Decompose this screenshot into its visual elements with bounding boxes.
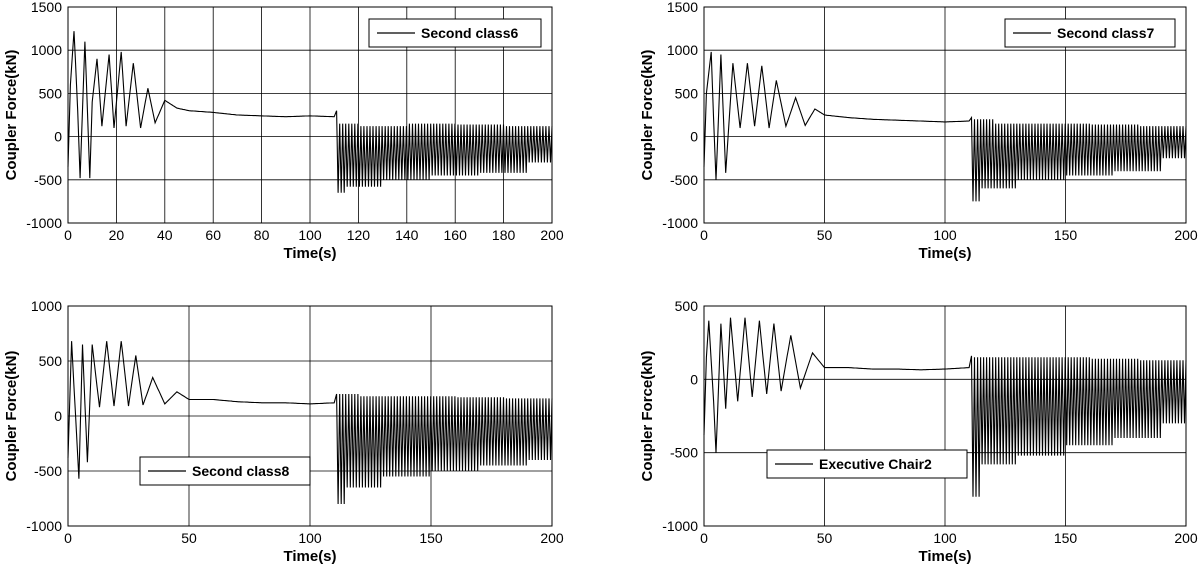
x-axis-label: Time(s) <box>283 548 336 565</box>
x-tick-label: 100 <box>933 530 957 546</box>
y-tick-label: 500 <box>39 85 63 101</box>
x-axis-label: Time(s) <box>283 245 336 262</box>
x-tick-label: 140 <box>395 227 419 243</box>
y-axis-label: Coupler Force(kN) <box>639 50 656 181</box>
x-tick-label: 0 <box>64 227 72 243</box>
x-tick-label: 50 <box>181 530 197 546</box>
x-axis-label: Time(s) <box>918 548 971 565</box>
series-line-1 <box>67 341 553 505</box>
x-tick-label: 0 <box>64 530 72 546</box>
x-tick-label: 100 <box>298 530 322 546</box>
x-axis-label: Time(s) <box>918 245 971 262</box>
y-tick-label: 500 <box>675 298 699 314</box>
chart-panel-4: 0 50 100 150 200 -1000 -500 0 500 Time(s) Coupler … <box>639 298 1198 565</box>
plot-frame <box>703 305 1187 527</box>
y-axis-label: Coupler Force(kN) <box>3 351 20 482</box>
y-tick-label: -500 <box>670 445 698 461</box>
x-tick-label: 40 <box>157 227 173 243</box>
plot-frame <box>67 6 553 224</box>
y-tick-label: 1000 <box>31 42 62 58</box>
x-tick-label: 200 <box>1174 227 1198 243</box>
y-tick-label: -1000 <box>662 215 698 231</box>
x-tick-label: 60 <box>205 227 221 243</box>
x-tick-label: 180 <box>492 227 516 243</box>
legend-entry: Executive Chair2 <box>819 456 932 472</box>
y-axis-label: Coupler Force(kN) <box>639 351 656 482</box>
y-tick-label: 500 <box>675 85 699 101</box>
y-tick-label: 1000 <box>31 298 62 314</box>
x-tick-label: 200 <box>1174 530 1198 546</box>
y-tick-label: -1000 <box>662 518 698 534</box>
x-tick-label: 150 <box>1054 227 1078 243</box>
chart-panel-3: 0 50 100 150 200 -1000 -500 0 500 1000 Time(s) Coup… <box>3 298 564 565</box>
x-tick-label: 160 <box>444 227 468 243</box>
y-tick-label: -500 <box>670 172 698 188</box>
x-tick-label: 50 <box>817 227 833 243</box>
y-tick-label: 500 <box>39 353 63 369</box>
series-line-1 <box>67 31 553 193</box>
x-tick-label: 120 <box>347 227 371 243</box>
x-tick-label: 0 <box>700 227 708 243</box>
series-line-1 <box>703 51 1187 202</box>
x-tick-label: 0 <box>700 530 708 546</box>
chart-panel-1: 0 20 40 60 80 100 120 140 160 180 200 -1000 -500 0 500… <box>3 0 564 262</box>
y-tick-label: -500 <box>34 463 62 479</box>
y-tick-label: -1000 <box>26 518 62 534</box>
plot-frame <box>67 305 553 527</box>
legend-entry: Second class6 <box>421 25 518 41</box>
y-tick-label: 0 <box>54 129 62 145</box>
legend-entry: Second class7 <box>1057 25 1154 41</box>
x-tick-label: 150 <box>1054 530 1078 546</box>
y-tick-label: -1000 <box>26 215 62 231</box>
y-tick-label: 1500 <box>667 0 698 15</box>
x-tick-label: 100 <box>933 227 957 243</box>
plot-frame <box>703 6 1187 224</box>
x-tick-label: 20 <box>109 227 125 243</box>
y-tick-label: 1000 <box>667 42 698 58</box>
series-line-1 <box>703 317 1187 497</box>
y-axis-label: Coupler Force(kN) <box>3 50 20 181</box>
y-tick-label: -500 <box>34 172 62 188</box>
x-tick-label: 100 <box>298 227 322 243</box>
x-tick-label: 50 <box>817 530 833 546</box>
chart-panel-2: 0 50 100 150 200 -1000 -500 0 500 1000 1500 Time(s)… <box>639 0 1198 262</box>
x-tick-label: 80 <box>254 227 270 243</box>
x-tick-label: 200 <box>540 530 564 546</box>
y-tick-label: 0 <box>690 371 698 387</box>
x-tick-label: 150 <box>419 530 443 546</box>
x-tick-label: 200 <box>540 227 564 243</box>
y-tick-label: 0 <box>54 408 62 424</box>
y-tick-label: 1500 <box>31 0 62 15</box>
y-tick-label: 0 <box>690 129 698 145</box>
legend-entry: Second class8 <box>192 463 289 479</box>
